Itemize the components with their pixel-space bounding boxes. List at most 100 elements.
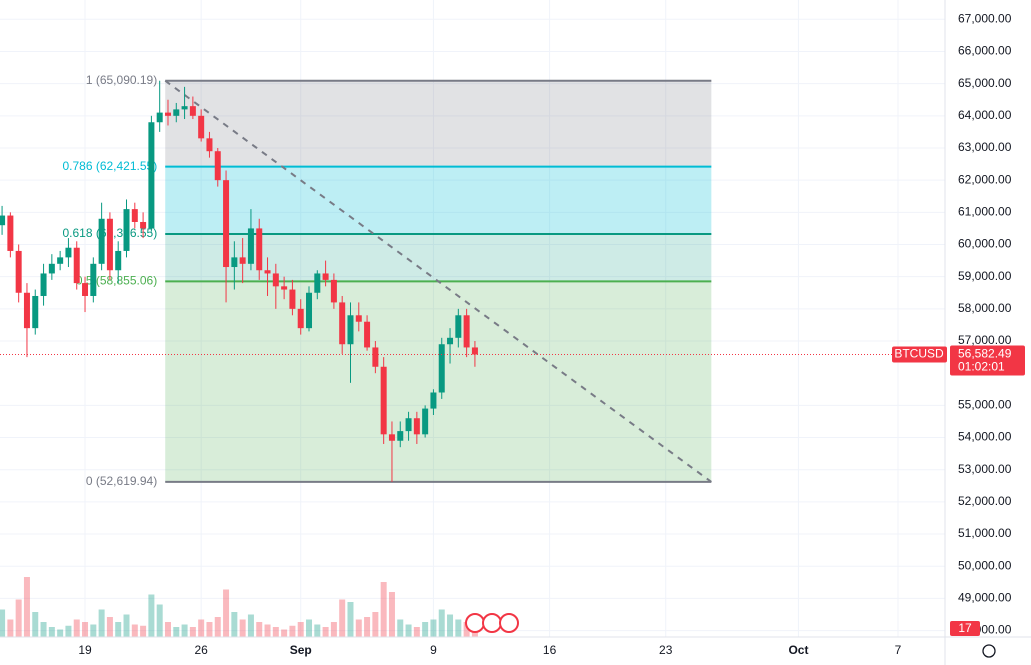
candle-body [347, 315, 354, 345]
volume-bar [231, 612, 238, 637]
volume-bar [57, 629, 64, 637]
volume-bar [330, 622, 337, 637]
event-icon[interactable] [482, 613, 502, 633]
candle-body [405, 418, 412, 432]
candle-body [339, 302, 346, 345]
x-tick-label: 19 [78, 643, 92, 657]
candle-body [0, 215, 6, 226]
volume-bar [40, 622, 47, 637]
candle-body [131, 209, 138, 222]
candle-body [123, 209, 130, 251]
x-tick-label: 23 [659, 643, 673, 657]
candle-body [372, 347, 379, 367]
event-icon[interactable] [499, 613, 519, 633]
volume-bar [7, 619, 14, 637]
candle-body [73, 247, 80, 284]
volume-bar [115, 622, 122, 637]
volume-bar [413, 627, 420, 637]
volume-bar [32, 612, 39, 637]
volume-bar [264, 624, 271, 637]
candle-body [247, 228, 254, 264]
candle-body [306, 292, 313, 329]
candle-body [455, 315, 462, 338]
volume-badge [950, 621, 980, 636]
volume-bar [189, 627, 196, 637]
fib-level-label: 0 (52,619.94) [86, 474, 157, 488]
candle-body [198, 115, 205, 139]
y-tick-label: 55,000.00 [958, 398, 1012, 412]
y-tick-label: 64,000.00 [958, 108, 1012, 122]
volume-bar [314, 624, 321, 637]
candle-body [148, 122, 155, 229]
fib-zone [165, 80, 712, 167]
volume-bar [306, 619, 313, 637]
volume-bar [123, 614, 130, 637]
candle-body [380, 366, 387, 435]
candle-body [32, 295, 39, 329]
settings-icon[interactable] [982, 644, 996, 658]
volume-bar [289, 625, 296, 637]
volume-bar [156, 604, 163, 637]
volume-bar [98, 609, 105, 637]
y-tick-label: 63,000.00 [958, 140, 1012, 154]
volume-bar [206, 622, 213, 637]
fib-level-label: 0.786 (62,421.55) [62, 159, 157, 173]
candle-body [140, 221, 147, 229]
volume-bar [339, 599, 346, 637]
x-tick-label: 7 [895, 643, 902, 657]
volume-bar [430, 619, 437, 637]
candle-body [48, 263, 55, 274]
candle-body [115, 250, 122, 271]
candle-body [388, 434, 395, 441]
fib-zone [165, 281, 712, 482]
volume-bar [272, 627, 279, 637]
countdown-label: 01:02:01 [958, 360, 1005, 374]
volume-bar [463, 622, 470, 637]
candle-body [322, 273, 329, 280]
y-tick-label: 61,000.00 [958, 205, 1012, 219]
volume-bar [181, 624, 188, 637]
candle-body [355, 315, 362, 322]
symbol-label: BTCUSD [894, 347, 944, 361]
y-tick-label: 57,000.00 [958, 333, 1012, 347]
candle-body [314, 273, 321, 293]
candle-body [231, 257, 238, 268]
candle-body [90, 263, 97, 296]
candle-body [471, 347, 478, 355]
volume-bar [173, 627, 180, 637]
fib-trend-line [164, 79, 712, 483]
volume-bar [106, 617, 113, 637]
candle-body [7, 215, 14, 251]
volume-bar [223, 589, 230, 637]
volume-bar [256, 622, 263, 637]
x-tick-label: 9 [430, 643, 437, 657]
candle-body [98, 218, 105, 264]
volume-bar [239, 619, 246, 637]
volume-bar [372, 612, 379, 637]
volume-bar [422, 622, 429, 637]
volume-bar [82, 622, 89, 637]
volume-bar [131, 624, 138, 637]
candle-body [264, 270, 271, 274]
candle-body [289, 289, 296, 309]
volume-bar [322, 627, 329, 637]
y-tick-label: 60,000.00 [958, 237, 1012, 251]
y-tick-label: 49,000.00 [958, 591, 1012, 605]
volume-bar [48, 627, 55, 637]
x-tick-label: Oct [788, 643, 808, 657]
candle-body [463, 315, 470, 348]
volume-bar [23, 577, 30, 637]
symbol-badge [892, 346, 947, 363]
candle-body [40, 273, 47, 296]
volume-bar [198, 619, 205, 637]
event-icon[interactable] [465, 613, 485, 633]
y-tick-label: 54,000.00 [958, 430, 1012, 444]
candle-body [206, 138, 213, 152]
candle-body [430, 392, 437, 409]
candle-body [447, 337, 454, 345]
volume-bar [355, 619, 362, 637]
volume-bar [281, 629, 288, 637]
event-icons[interactable] [465, 613, 519, 633]
candle-body [189, 106, 196, 116]
